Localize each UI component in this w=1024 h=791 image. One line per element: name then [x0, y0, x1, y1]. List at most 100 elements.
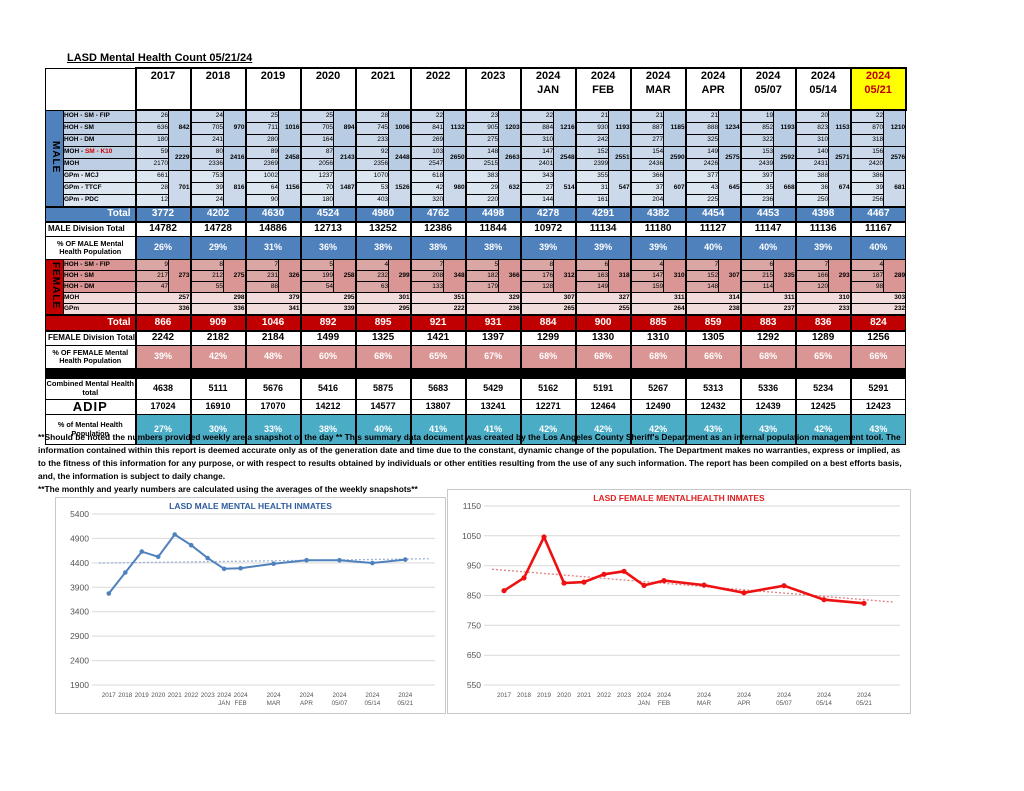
cell: 217: [134, 270, 169, 282]
cell: 29%: [189, 236, 247, 260]
y-tick-label: 1050: [462, 531, 481, 541]
cell: 2547: [409, 158, 445, 171]
cell: 366: [629, 170, 665, 183]
x-tick-label: 2021: [577, 692, 592, 699]
cell: 164: [299, 134, 335, 147]
cell: 2399: [574, 158, 610, 171]
male-chart: 1900 2400 2900 3400 3900 4400 4900 5400 2017 2018…: [55, 497, 446, 714]
cell: 241: [189, 134, 225, 147]
cell: 1299: [519, 330, 577, 346]
cell: 103: [409, 146, 445, 159]
x-tick-label: MAR: [267, 700, 281, 707]
cell: 60%: [299, 345, 357, 369]
x-tick-label: JAN: [638, 700, 650, 707]
cell: 870: [849, 122, 885, 135]
cell: 388: [794, 170, 830, 183]
cell: 48%: [244, 345, 302, 369]
cell: 5416: [299, 378, 357, 400]
row-label: % of Mental Health Population: [45, 414, 136, 445]
cell: 43%: [739, 414, 797, 445]
cell: 156: [849, 146, 885, 159]
subtotal-cell: 1487: [333, 170, 357, 208]
cell: 42%: [574, 414, 632, 445]
data-point: [661, 578, 667, 584]
x-tick-label: JAN: [218, 700, 230, 707]
cell: 14577: [354, 399, 412, 415]
subtotal-cell: 816: [223, 170, 247, 208]
cell: 921: [409, 314, 467, 332]
cell: 161: [574, 194, 610, 208]
cell: 1421: [409, 330, 467, 346]
cell: 12386: [409, 221, 467, 237]
cell: 295: [299, 292, 357, 304]
x-tick-label: 2024: [398, 692, 413, 699]
y-tick-label: 3900: [70, 582, 89, 592]
data-point: [172, 532, 177, 537]
x-tick-label: 2024: [217, 692, 232, 699]
cell: 114: [739, 281, 775, 293]
subtotal-cell: 701: [167, 170, 192, 208]
x-tick-label: 2024: [737, 692, 752, 699]
column-header: 2023: [464, 67, 522, 111]
cell: 144: [519, 194, 555, 208]
cell: 220: [464, 194, 500, 208]
cell: 325: [684, 134, 720, 147]
cell: 1289: [794, 330, 852, 346]
subtotal-cell: 293: [828, 259, 852, 293]
cell: 39%: [629, 236, 687, 260]
cell: 39%: [134, 345, 192, 369]
cell: 12464: [574, 399, 632, 415]
column-header: 2024 05/21: [849, 67, 907, 111]
row-label-part: SM - K10: [84, 148, 113, 156]
trendline: [98, 558, 431, 564]
cell: 180: [134, 134, 169, 147]
cell: 884: [519, 314, 577, 332]
cell: 19: [739, 109, 775, 123]
cell: 208: [409, 270, 445, 282]
column-header: 2021: [354, 67, 412, 111]
cell: 38%: [464, 236, 522, 260]
cell: 29: [464, 182, 500, 195]
cell: 887: [629, 122, 665, 135]
cell: 54: [299, 281, 335, 293]
cell: 21: [629, 109, 665, 123]
chart-title: LASD MALE MENTAL HEALTH INMATES: [169, 501, 332, 511]
cell: 6: [574, 259, 610, 271]
x-tick-label: 2020: [151, 692, 166, 699]
data-point: [403, 557, 408, 562]
cell: 22: [519, 109, 555, 123]
cell: 14728: [189, 221, 247, 237]
cell: 232: [849, 303, 907, 316]
cell: 4524: [299, 206, 357, 223]
subtotal-cell: 547: [608, 170, 632, 208]
cell: 824: [849, 314, 907, 332]
subtotal-cell: 1210: [883, 109, 907, 147]
row-label: GPm - MCJ: [63, 170, 136, 183]
cell: 182: [464, 270, 500, 282]
subtotal-cell: 607: [663, 170, 687, 208]
cell: 264: [629, 303, 687, 316]
cell: 25: [244, 109, 280, 123]
cell: 303: [849, 292, 907, 304]
subtotal-cell: 1156: [278, 170, 302, 208]
female-section-text: FEMALE: [49, 262, 61, 310]
subtotal-cell: 310: [663, 259, 687, 293]
subtotal-cell: 1526: [388, 170, 412, 208]
cell: 636: [134, 122, 169, 135]
footnote-averages: **The monthly and yearly numbers are cal…: [38, 484, 418, 495]
cell: 618: [409, 170, 445, 183]
subtotal-cell: 894: [333, 109, 357, 147]
cell: 98: [849, 281, 885, 293]
column-header: 2017: [134, 67, 192, 111]
cell: 63: [354, 281, 390, 293]
cell: 661: [134, 170, 169, 183]
cell: 38%: [409, 236, 467, 260]
cell: 2401: [519, 158, 555, 171]
cell: 31: [574, 182, 610, 195]
data-point: [621, 568, 627, 574]
cell: 242: [574, 134, 610, 147]
cell: 40%: [354, 414, 412, 445]
cell: 187: [849, 270, 885, 282]
cell: 280: [244, 134, 280, 147]
